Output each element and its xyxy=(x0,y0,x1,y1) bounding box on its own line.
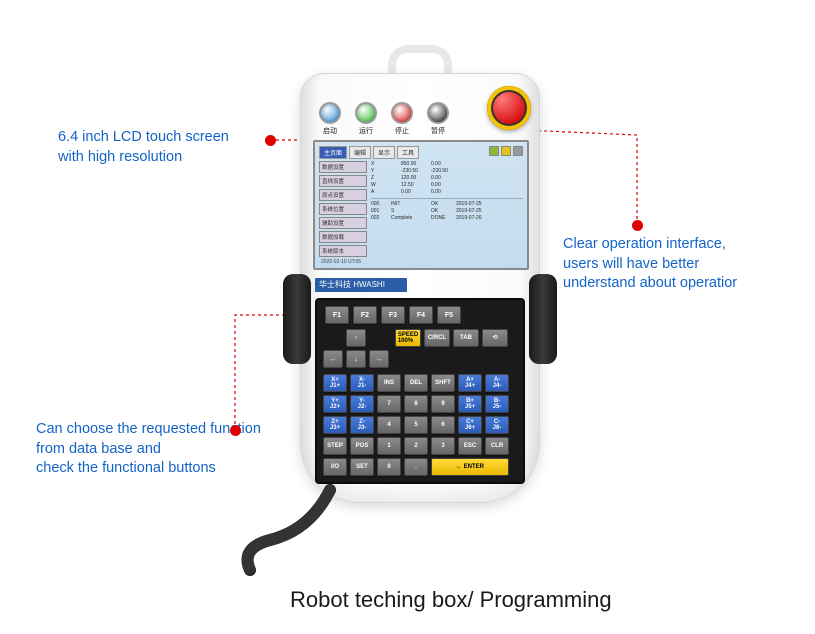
lcd-touchscreen[interactable]: 主页面编辑显示工具 数据设置直线设置原点设置系统位置辅助设置数据加载系统版本 X… xyxy=(313,140,529,270)
top-button[interactable]: 启动 xyxy=(319,102,341,136)
grip-left xyxy=(283,274,311,364)
lcd-side-button[interactable]: 辅助设置 xyxy=(319,217,367,229)
keypad-key[interactable]: DEL xyxy=(404,374,428,392)
lcd-coord-row: Z120.000.00 xyxy=(371,175,523,182)
keypad-key[interactable]: 6 xyxy=(431,416,455,434)
keypad-key[interactable]: . xyxy=(404,458,428,476)
lcd-coord-row: X850.000.00 xyxy=(371,161,523,168)
keypad-key[interactable]: Z+ J3+ xyxy=(323,416,347,434)
brand-label: 华士科技 HWASHI xyxy=(315,278,407,292)
mode-key-row: SPEED 100%CIRCLTAB⟲ xyxy=(395,329,517,347)
mode-key[interactable]: TAB xyxy=(453,329,479,347)
lcd-coord-row: Y-230.50-230.50 xyxy=(371,168,523,175)
lcd-log-row: 001SOK2019-07-25 xyxy=(371,208,523,215)
keypad-key[interactable]: POS xyxy=(350,437,374,455)
keypad-key[interactable]: CLR xyxy=(485,437,509,455)
pendant-body: 启动运行停止暂停 主页面编辑显示工具 数据设置直线设置原点设置系统位置辅助设置数… xyxy=(300,73,540,503)
lcd-log-row: 002CompleteDONE2019-07-26 xyxy=(371,215,523,222)
keypad-key[interactable]: C+ J6+ xyxy=(458,416,482,434)
keypad-key[interactable]: SET xyxy=(350,458,374,476)
keypad-key[interactable]: B+ J5+ xyxy=(458,395,482,413)
keypad-key[interactable]: X+ J1+ xyxy=(323,374,347,392)
keypad-key[interactable]: INS xyxy=(377,374,401,392)
lcd-coord-row: A0.000.00 xyxy=(371,189,523,196)
keypad-key[interactable]: STEP xyxy=(323,437,347,455)
lcd-tab[interactable]: 编辑 xyxy=(349,146,371,159)
top-button[interactable]: 运行 xyxy=(355,102,377,136)
keypad-key[interactable]: ESC xyxy=(458,437,482,455)
function-key-row: F1F2F3F4F5 xyxy=(323,306,517,324)
lcd-side-button[interactable]: 系统位置 xyxy=(319,203,367,215)
top-button[interactable]: 暂停 xyxy=(427,102,449,136)
mode-key[interactable]: ⟲ xyxy=(482,329,508,347)
lcd-footer: 2020-02-10 UT:05 xyxy=(321,259,361,265)
arrow-left-key[interactable]: ← xyxy=(323,350,343,368)
mode-key[interactable]: CIRCL xyxy=(424,329,450,347)
function-key[interactable]: F3 xyxy=(381,306,405,324)
lcd-side-button[interactable]: 原点设置 xyxy=(319,189,367,201)
arrow-keys: ↑ ← ↓ → xyxy=(323,329,389,368)
annotation-right: Clear operation interface, users will ha… xyxy=(563,235,737,294)
keypad-key[interactable]: 8 xyxy=(404,395,428,413)
function-key[interactable]: F2 xyxy=(353,306,377,324)
lcd-tab[interactable]: 显示 xyxy=(373,146,395,159)
keypad-key[interactable]: 5 xyxy=(404,416,428,434)
keypad-key[interactable]: 7 xyxy=(377,395,401,413)
keypad-key[interactable]: A- J4- xyxy=(485,374,509,392)
arrow-right-key[interactable]: → xyxy=(369,350,389,368)
keypad-key[interactable]: X- J1- xyxy=(350,374,374,392)
lcd-side-button[interactable]: 数据加载 xyxy=(319,231,367,243)
keypad-key[interactable]: 1 xyxy=(377,437,401,455)
callout-dot xyxy=(230,425,241,436)
lcd-status-icon xyxy=(513,146,523,156)
lcd-log-row: 000INITOK2019-07-25 xyxy=(371,201,523,208)
lcd-main-area: X850.000.00Y-230.50-230.50Z120.000.00W12… xyxy=(371,161,523,257)
function-key[interactable]: F5 xyxy=(437,306,461,324)
pendant-cable xyxy=(250,490,390,560)
main-key-grid: X+ J1+X- J1-INSDELSHFTA+ J4+A- J4- Y+ J2+… xyxy=(323,368,517,476)
mode-key[interactable]: SPEED 100% xyxy=(395,329,421,347)
annotation-bottom-left: Can choose the requested function from d… xyxy=(36,420,261,479)
keypad-key[interactable]: B- J5- xyxy=(485,395,509,413)
keypad-key[interactable]: Z- J3- xyxy=(350,416,374,434)
emergency-stop-button[interactable] xyxy=(487,86,531,130)
keypad-key[interactable]: C- J6- xyxy=(485,416,509,434)
keypad-panel: F1F2F3F4F5 ↑ ← ↓ → SPEED 100%CIRCLTAB⟲ X… xyxy=(315,298,525,484)
callout-dot xyxy=(632,220,643,231)
keypad-key[interactable]: 4 xyxy=(377,416,401,434)
keypad-key[interactable]: A+ J4+ xyxy=(458,374,482,392)
keypad-key[interactable]: 0 xyxy=(377,458,401,476)
lcd-status-icon xyxy=(501,146,511,156)
lcd-side-button[interactable]: 系统版本 xyxy=(319,245,367,257)
lcd-status-icon xyxy=(489,146,499,156)
top-button-row: 启动运行停止暂停 xyxy=(319,102,449,136)
function-key[interactable]: F1 xyxy=(325,306,349,324)
keypad-key[interactable]: SHFT xyxy=(431,374,455,392)
enter-key[interactable]: ← ENTER xyxy=(431,458,509,476)
keypad-key[interactable]: Y+ J2+ xyxy=(323,395,347,413)
annotation-top-left: 6.4 inch LCD touch screen with high reso… xyxy=(58,128,229,167)
function-key[interactable]: F4 xyxy=(409,306,433,324)
lcd-tab[interactable]: 工具 xyxy=(397,146,419,159)
grip-right xyxy=(529,274,557,364)
teach-pendant: 启动运行停止暂停 主页面编辑显示工具 数据设置直线设置原点设置系统位置辅助设置数… xyxy=(300,45,540,505)
lcd-coord-row: W12.500.00 xyxy=(371,182,523,189)
keypad-key[interactable]: 3 xyxy=(431,437,455,455)
lcd-side-button[interactable]: 直线设置 xyxy=(319,175,367,187)
lcd-side-menu: 数据设置直线设置原点设置系统位置辅助设置数据加载系统版本 xyxy=(319,161,367,257)
keypad-key[interactable]: Y- J2- xyxy=(350,395,374,413)
callout-dot xyxy=(265,135,276,146)
keypad-key[interactable]: I/O xyxy=(323,458,347,476)
keypad-key[interactable]: 9 xyxy=(431,395,455,413)
lcd-side-button[interactable]: 数据设置 xyxy=(319,161,367,173)
keypad-key[interactable]: 2 xyxy=(404,437,428,455)
arrow-down-key[interactable]: ↓ xyxy=(346,350,366,368)
lcd-tab[interactable]: 主页面 xyxy=(319,146,347,159)
arrow-up-key[interactable]: ↑ xyxy=(346,329,366,347)
figure-title: Robot teching box/ Programming xyxy=(290,585,612,615)
lcd-tab-bar: 主页面编辑显示工具 xyxy=(319,146,523,159)
top-button[interactable]: 停止 xyxy=(391,102,413,136)
